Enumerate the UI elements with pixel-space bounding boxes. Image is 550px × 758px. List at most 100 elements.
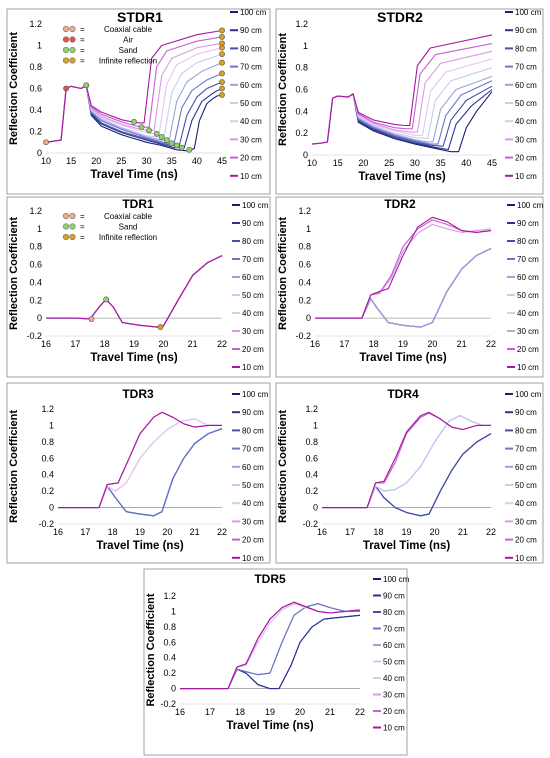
- annotation-marker: [62, 57, 70, 64]
- marker-infinite-reflection: [219, 79, 225, 85]
- legend-label: 100 cm: [517, 201, 544, 210]
- legend-label: 50 cm: [242, 291, 264, 300]
- chart-frame: [143, 568, 408, 756]
- x-tick-label: 45: [487, 158, 497, 168]
- marker-coaxial-cable: [88, 316, 95, 322]
- annotation-marker: [62, 36, 70, 43]
- legend-label: 90 cm: [515, 26, 537, 35]
- y-tick-label: 1.2: [41, 404, 54, 414]
- legend-label: 10 cm: [515, 554, 537, 563]
- marker-infinite-reflection: [219, 44, 225, 51]
- chart-title: STDR2: [377, 9, 423, 25]
- x-axis-label: Travel Time (ns): [359, 352, 447, 364]
- marker-infinite-reflection: [219, 85, 225, 92]
- legend-label: 10 cm: [383, 724, 405, 733]
- chart-title: TDR5: [254, 572, 286, 586]
- chart-stdr1: STDR1 10 15 20 25 30 35 40 45 0 0.2 0.4 0.6 0.8 1 1.2 Tr…: [6, 8, 271, 195]
- annotation-marker: [69, 36, 76, 43]
- marker-sand: [173, 142, 180, 149]
- legend-label: 60 cm: [515, 463, 537, 472]
- marker-sand: [146, 127, 152, 134]
- legend-label: 10 cm: [515, 172, 537, 181]
- legend-label: 60 cm: [240, 81, 262, 90]
- x-tick-label: 35: [436, 158, 446, 168]
- chart-title: TDR1: [122, 197, 154, 211]
- annotation-marker: [69, 223, 76, 230]
- chart-title: TDR3: [122, 387, 154, 401]
- x-tick-label: 19: [135, 527, 145, 537]
- series-line-10-cm: [311, 34, 493, 145]
- x-tick-label: 16: [317, 527, 327, 537]
- legend-label: 10 cm: [242, 554, 264, 563]
- x-axis-label: Travel Time (ns): [363, 540, 451, 552]
- legend-label: 70 cm: [517, 255, 539, 264]
- marker-sand: [178, 144, 185, 151]
- x-tick-label: 17: [80, 527, 90, 537]
- annotation-symbol: =: [80, 212, 85, 221]
- y-tick-label: 0.6: [163, 637, 176, 647]
- marker-sand: [158, 133, 165, 140]
- annotation-marker: [69, 233, 76, 241]
- legend-label: 60 cm: [517, 273, 539, 282]
- y-tick-label: 0: [303, 150, 308, 160]
- chart-title: TDR4: [387, 387, 419, 401]
- legend-label: 30 cm: [517, 327, 539, 336]
- legend-label: 70 cm: [242, 445, 264, 454]
- marker-sand: [103, 296, 110, 303]
- annotation-marker: [62, 233, 70, 241]
- x-axis-label: Travel Time (ns): [90, 352, 178, 364]
- x-tick-label: 17: [70, 339, 80, 349]
- y-tick-label: 0: [313, 503, 318, 513]
- y-tick-label: 0.4: [295, 106, 308, 116]
- legend-label: 30 cm: [515, 135, 537, 144]
- y-tick-label: 0: [171, 684, 176, 694]
- x-tick-label: 16: [53, 527, 63, 537]
- x-tick-label: 21: [190, 527, 200, 537]
- legend-label: 90 cm: [515, 408, 537, 417]
- annotation-symbol: =: [80, 36, 85, 45]
- y-tick-label: 0.2: [29, 127, 42, 137]
- annotation-symbol: =: [80, 57, 85, 66]
- y-tick-label: 0.4: [298, 277, 311, 287]
- y-tick-label: 1.2: [29, 19, 42, 29]
- x-tick-label: 20: [91, 156, 101, 166]
- series-line-10-cm: [322, 411, 491, 509]
- annotation-label: Infinite reflection: [99, 233, 157, 242]
- y-tick-label: 1: [306, 224, 311, 234]
- x-tick-label: 18: [235, 707, 245, 717]
- series-group: [180, 601, 361, 690]
- marker-sand: [83, 82, 90, 89]
- x-tick-label: 18: [100, 339, 110, 349]
- annotation-label: Coaxial cable: [104, 25, 153, 34]
- legend-label: 80 cm: [242, 426, 264, 435]
- x-tick-label: 21: [458, 527, 468, 537]
- y-tick-label: 0.4: [29, 105, 42, 115]
- legend-label: 60 cm: [383, 641, 405, 650]
- marker-sand: [168, 140, 175, 147]
- y-axis-label: Reflection Coefficient: [277, 410, 289, 523]
- annotation-marker: [62, 46, 70, 54]
- x-axis-label: Travel Time (ns): [96, 540, 184, 552]
- chart-frame: [275, 382, 544, 564]
- y-tick-label: 0.8: [29, 62, 42, 72]
- marker-sand: [153, 130, 160, 137]
- legend-label: 70 cm: [240, 63, 262, 72]
- y-axis-label: Reflection Coefficient: [8, 410, 20, 523]
- legend-label: 50 cm: [515, 481, 537, 490]
- chart-frame: [275, 8, 544, 195]
- y-tick-label: 0.4: [41, 470, 54, 480]
- legend-label: 30 cm: [240, 135, 262, 144]
- legend-label: 80 cm: [383, 608, 405, 617]
- legend-label: 100 cm: [242, 390, 269, 399]
- x-tick-label: 19: [265, 707, 275, 717]
- y-tick-label: 0.4: [305, 470, 318, 480]
- x-tick-label: 16: [175, 707, 185, 717]
- x-axis-label: Travel Time (ns): [226, 720, 314, 732]
- y-tick-label: 0.6: [305, 453, 318, 463]
- x-tick-label: 15: [66, 156, 76, 166]
- annotation-label: Sand: [119, 46, 138, 55]
- y-tick-label: 0.2: [298, 295, 311, 305]
- y-tick-label: 1: [303, 41, 308, 51]
- legend-label: 90 cm: [242, 408, 264, 417]
- legend-label: 30 cm: [242, 517, 264, 526]
